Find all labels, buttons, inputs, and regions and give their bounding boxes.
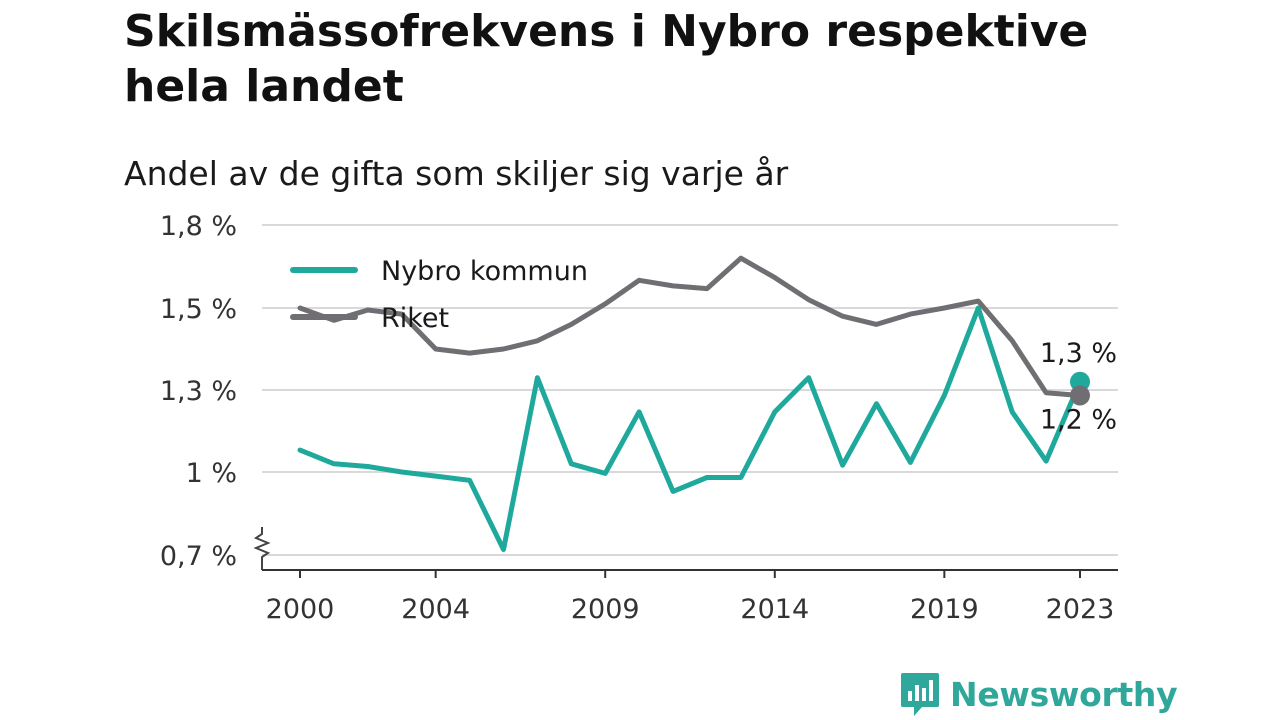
end-label: 1,3 %	[1040, 338, 1117, 369]
brand-name: Newsworthy	[950, 674, 1178, 714]
y-tick-label: 1,8 %	[160, 211, 237, 242]
series-line-riket	[297, 255, 1083, 398]
x-tick-label: 2004	[401, 594, 470, 625]
chart-title: Skilsmässofrekvens i Nybro respektive he…	[124, 6, 1089, 112]
legend-label: Riket	[381, 303, 449, 334]
y-axis-break	[253, 527, 271, 570]
brand-logo: Newsworthy	[900, 670, 1178, 718]
series-line-nybro-kommun	[297, 305, 1083, 552]
y-tick-label: 1 %	[186, 458, 237, 489]
end-point-riket	[1070, 385, 1090, 406]
y-tick-label: 1,3 %	[160, 376, 237, 407]
x-tick-label: 2009	[571, 594, 640, 625]
end-point-nybro-kommun	[1070, 371, 1090, 392]
end-label: 1,2 %	[1040, 404, 1117, 435]
newsworthy-logo-icon	[901, 673, 939, 716]
x-tick-label: 2023	[1046, 594, 1115, 625]
y-tick-label: 1,5 %	[160, 294, 237, 325]
x-tick-label: 2014	[740, 594, 809, 625]
legend-label: Nybro kommun	[381, 256, 588, 287]
chart-subtitle: Andel av de gifta som skiljer sig varje …	[124, 154, 789, 193]
x-tick-label: 2019	[910, 594, 979, 625]
y-tick-label: 0,7 %	[160, 541, 237, 572]
x-tick-label: 2000	[266, 594, 335, 625]
